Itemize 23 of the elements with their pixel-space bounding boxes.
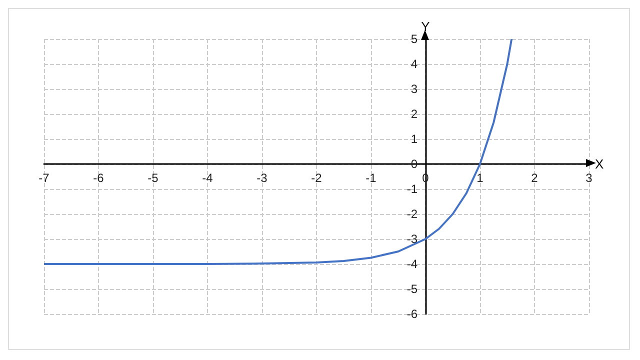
x-tick-label: -2	[311, 171, 322, 185]
x-tick-label: -1	[366, 171, 377, 185]
x-tick-label: 2	[531, 171, 538, 185]
x-tick-label: 1	[476, 171, 484, 185]
y-tick-label: 4	[410, 57, 418, 71]
x-tick-label: -3	[256, 171, 268, 185]
y-tick-label: -2	[406, 207, 418, 221]
y-tick-label: 1	[410, 132, 418, 146]
x-tick-label: -7	[38, 171, 50, 185]
y-tick-label: -3	[406, 232, 418, 246]
y-axis-title: Y	[421, 19, 430, 34]
x-axis-title: X	[595, 156, 604, 172]
x-tick-label: 3	[586, 171, 593, 185]
y-tick-label: -4	[406, 257, 418, 271]
y-tick-label: 2	[410, 107, 418, 121]
y-tick-label: 3	[410, 82, 418, 96]
x-tick-label: -5	[148, 171, 159, 185]
x-tick-label: -6	[93, 171, 104, 185]
y-tick-label: 5	[410, 32, 418, 46]
y-tick-label: -5	[406, 282, 418, 296]
y-tick-label: -1	[406, 182, 418, 196]
x-tick-label: -4	[202, 171, 214, 185]
y-tick-label: -6	[406, 307, 418, 321]
